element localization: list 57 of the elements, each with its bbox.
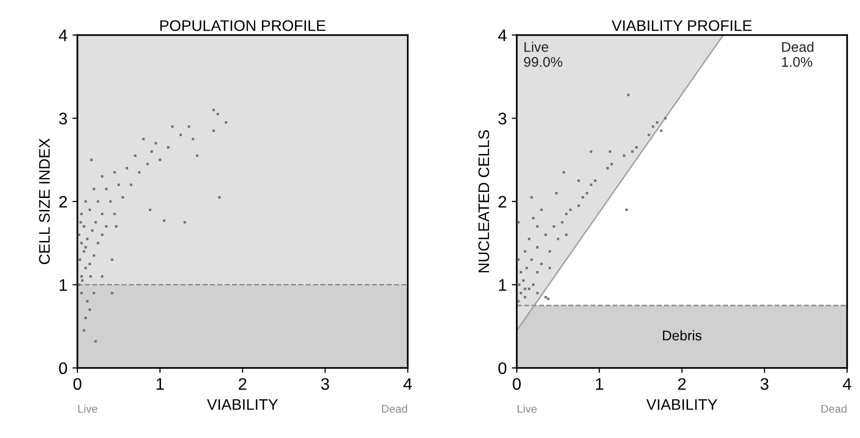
x-tick-label: 2 bbox=[678, 378, 686, 390]
text: Dead bbox=[382, 404, 408, 413]
point bbox=[528, 238, 530, 240]
x-tick-label: 0 bbox=[73, 378, 82, 390]
point bbox=[656, 121, 658, 124]
point bbox=[555, 192, 558, 194]
y-tick-label: 1 bbox=[60, 279, 67, 291]
point bbox=[631, 150, 634, 153]
point bbox=[562, 171, 566, 174]
x-axis-title: VIABILITY bbox=[206, 399, 278, 410]
x-tick-label: 3 bbox=[760, 378, 768, 390]
x-tick-label: 1 bbox=[596, 378, 604, 390]
x-tick-label: 0 bbox=[512, 378, 521, 390]
point bbox=[577, 179, 580, 182]
point bbox=[544, 296, 547, 298]
annotation: Live 99.0% bbox=[524, 42, 562, 67]
text: Live bbox=[78, 404, 98, 413]
y-tick-label: 0 bbox=[59, 362, 68, 374]
point bbox=[517, 300, 520, 303]
x-tick-label: 4 bbox=[842, 378, 852, 390]
chart-title: POPULATION PROFILE bbox=[160, 20, 326, 32]
y-tick-label: 4 bbox=[58, 30, 68, 42]
y-tick-label: 3 bbox=[59, 112, 67, 124]
y-tick-label: 2 bbox=[59, 196, 67, 208]
point bbox=[556, 238, 560, 240]
x-tick-label: 1 bbox=[156, 378, 164, 390]
x-tick-label: 2 bbox=[238, 378, 246, 390]
y-tick-label: 3 bbox=[498, 112, 506, 124]
point bbox=[590, 184, 592, 186]
band-label: Debris bbox=[663, 330, 702, 340]
text: Live bbox=[518, 404, 537, 413]
y-tick-label: 4 bbox=[498, 30, 507, 42]
text: Dead bbox=[821, 404, 846, 413]
y-axis-title: NUCLEATED CELLS bbox=[478, 130, 490, 272]
point bbox=[606, 166, 609, 170]
point bbox=[569, 208, 572, 212]
y-tick-label: 1 bbox=[499, 279, 506, 291]
y-tick-label: 0 bbox=[498, 362, 506, 374]
x-tick-label: 3 bbox=[321, 378, 330, 390]
point bbox=[582, 196, 584, 199]
point bbox=[608, 150, 612, 153]
point bbox=[536, 225, 539, 228]
point bbox=[525, 266, 528, 270]
annotation: Dead 1.0% bbox=[782, 42, 814, 67]
x-tick-label: 4 bbox=[403, 378, 412, 390]
point bbox=[552, 225, 556, 228]
point bbox=[546, 298, 550, 300]
point bbox=[528, 288, 530, 290]
point bbox=[530, 196, 533, 199]
y-axis-title: CELL SIZE INDEX bbox=[39, 138, 50, 264]
chart-title: VIABILITY PROFILE bbox=[612, 20, 752, 32]
point bbox=[625, 208, 628, 212]
x-axis-title: VIABILITY bbox=[646, 399, 718, 410]
point bbox=[577, 204, 580, 207]
point bbox=[590, 150, 592, 153]
y-tick-label: 2 bbox=[498, 196, 506, 208]
point bbox=[648, 134, 650, 136]
